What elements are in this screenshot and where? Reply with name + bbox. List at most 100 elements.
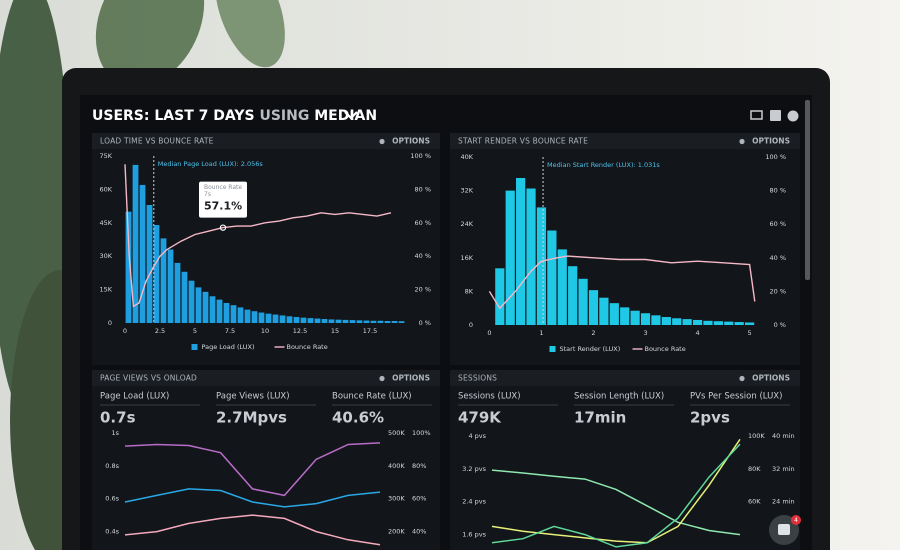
share-icon[interactable] [770,110,781,121]
bar [505,190,515,325]
bar [495,268,505,325]
bar [744,322,755,325]
panel-header [92,370,440,386]
y2-tick-label: 60 % [414,219,431,227]
header-part[interactable]: LAST 7 DAYS [154,108,254,124]
tooltip-box [199,181,247,218]
kpi-label: Session Length (LUX) [574,392,664,402]
bar [230,305,237,323]
y2-tick-label: 60 % [769,220,786,228]
bar [516,178,526,325]
panel [92,370,440,550]
bar [672,318,682,325]
y2-tick-label: 60K [748,498,761,506]
legend-marker [549,346,556,352]
bar [335,319,342,323]
y-tick-label: 2.4 pvs [462,498,486,506]
legend-marker [191,344,198,350]
bar [557,249,567,325]
bar [526,188,536,325]
y3-tick-label: 40% [412,528,426,536]
bar [160,238,167,323]
bar [132,164,139,323]
bar [356,320,363,323]
bar [620,307,630,325]
options-button[interactable]: OPTIONS [752,137,790,146]
line [488,255,756,310]
chat-icon [778,524,790,535]
bar [188,280,195,323]
bar [734,322,744,325]
bar [377,320,384,323]
kpi-label: Sessions (LUX) [458,392,521,402]
y-tick-label: 60K [99,185,112,193]
options-icon [379,375,385,382]
y-tick-label: 1.6 pvs [462,531,486,539]
x-tick-label: 2 [591,329,595,337]
y3-tick-label: 100% [412,429,431,437]
bar [651,315,661,325]
y2-tick-label: 20 % [769,287,786,295]
bar [125,211,132,323]
line [124,164,392,308]
scrollbar[interactable] [805,100,810,280]
tooltip-title: Bounce Rate [204,184,242,191]
bar [293,316,300,323]
header-part: USING [259,108,309,124]
y2-tick-label: 40 % [769,254,786,262]
options-button[interactable]: OPTIONS [392,137,430,146]
bar [713,321,723,325]
y-tick-label: 0 [108,319,112,327]
bar [265,313,272,323]
legend-label: Page Load (LUX) [202,343,255,351]
bar [195,287,202,323]
bar [384,320,391,323]
panel-title: LOAD TIME VS BOUNCE RATE [100,137,214,146]
bar [272,314,279,323]
options-button[interactable]: OPTIONS [392,374,430,383]
bar [300,317,307,323]
kpi-value: 479K [458,409,502,427]
bar [363,320,370,323]
y2-tick-label: 200K [388,528,405,536]
x-tick-label: 12.5 [293,327,307,335]
line [491,469,741,536]
legend-label: Start Render (LUX) [560,345,621,353]
help-icon[interactable] [787,110,799,122]
dropdown-arrow[interactable] [344,111,358,120]
y2-tick-label: 100 % [410,152,431,160]
y2-tick-label: 400K [388,462,405,470]
kpi-value: 2pvs [690,409,730,427]
y3-tick-label: 32 min [772,465,795,473]
kpi-label: Page Views (LUX) [216,392,290,402]
line [491,443,741,548]
kpi-label: Page Load (LUX) [100,392,169,402]
y-tick-label: 0.6s [105,495,119,503]
kpi-value: 2.7Mpvs [216,409,287,427]
bar [578,278,588,325]
y2-tick-label: 500K [388,429,405,437]
header-icons [750,110,799,122]
bar [181,271,188,323]
badge-count: 4 [794,517,798,524]
bar [599,297,609,325]
bar [630,310,640,325]
monitor-icon[interactable] [750,110,763,120]
bar [237,307,244,323]
y-tick-label: 3.2 pvs [462,465,486,473]
bar [258,312,265,323]
y-tick-label: 32K [460,187,473,195]
median-label: Median Page Load (LUX): 2.056s [158,160,264,168]
bar [139,184,146,323]
y2-tick-label: 0 % [774,321,786,329]
bar [609,303,619,325]
x-tick-label: 0 [487,329,491,337]
bar [209,296,216,323]
bar [174,262,181,323]
header-part[interactable]: MEDIAN [314,108,377,124]
kpi-label: PVs Per Session (LUX) [690,392,782,402]
panel-title: START RENDER VS BOUNCE RATE [458,137,588,146]
options-button[interactable]: OPTIONS [752,374,790,383]
bar [167,249,174,323]
bar [398,321,405,323]
